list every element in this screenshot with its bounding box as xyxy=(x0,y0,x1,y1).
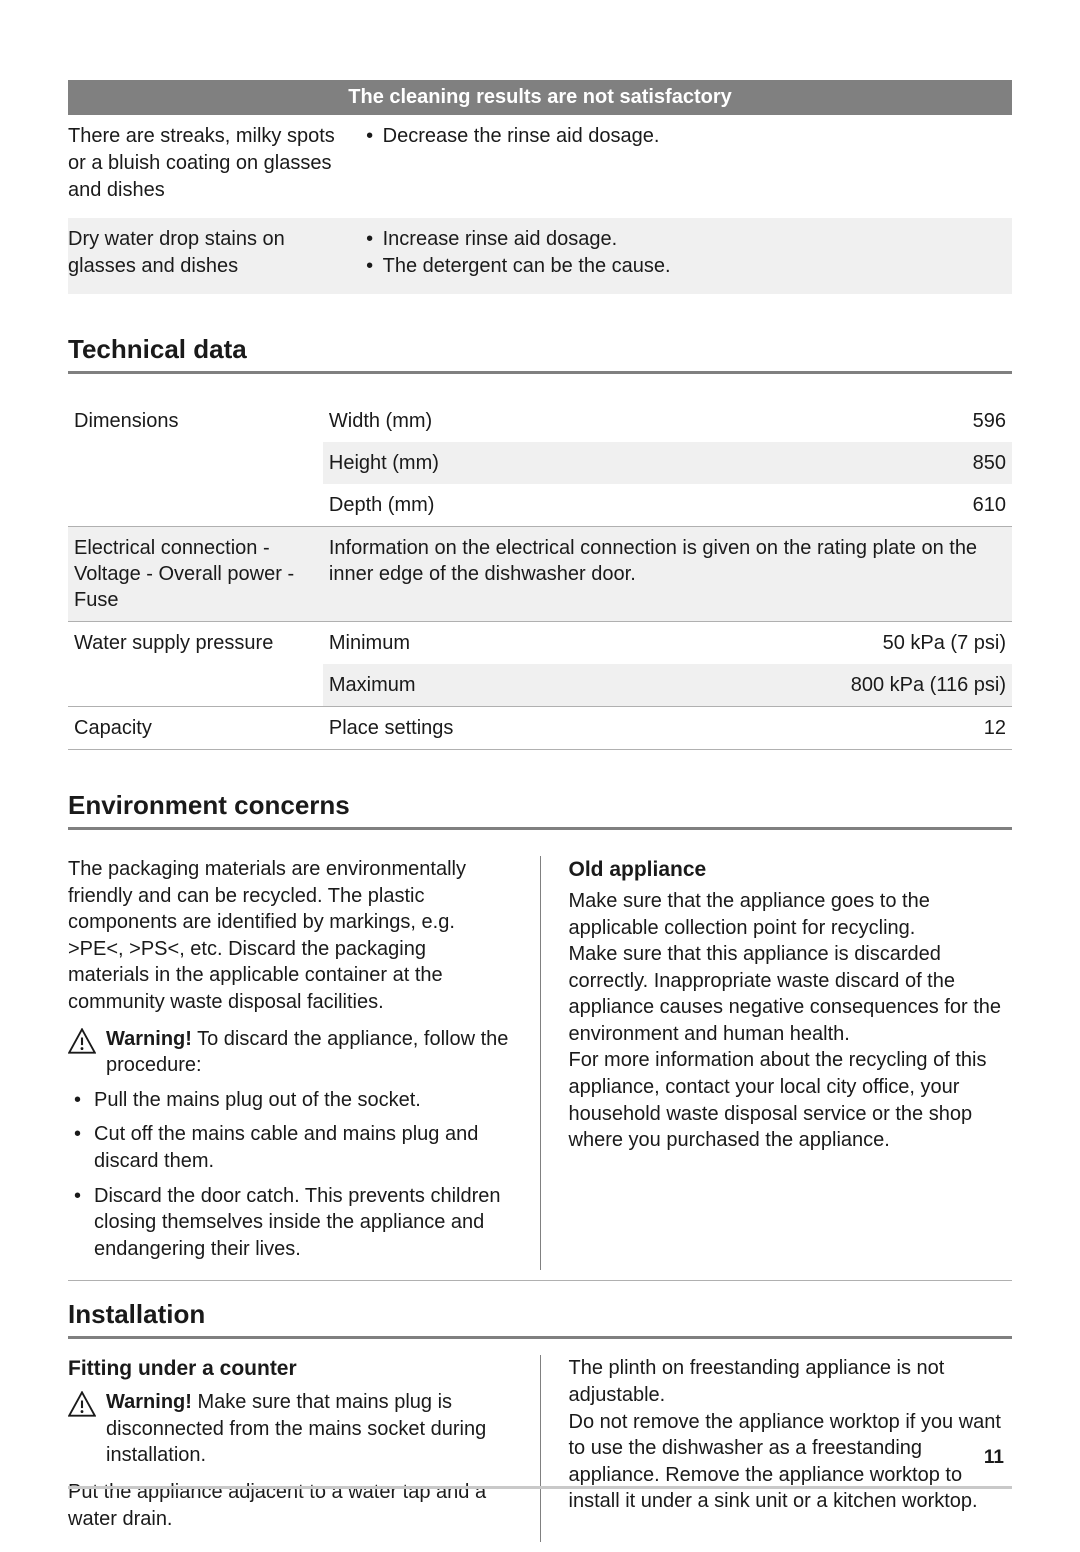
tech-value: 596 xyxy=(663,400,1012,442)
bottom-rule xyxy=(68,1486,1012,1489)
installation-heading: Installation xyxy=(68,1299,1012,1330)
table-row: Capacity Place settings 12 xyxy=(68,707,1012,750)
technical-table: Dimensions Width (mm) 596 Height (mm) 85… xyxy=(68,400,1012,750)
table-row: There are streaks, milky spots or a blui… xyxy=(68,115,1012,218)
warning-icon xyxy=(68,1028,96,1054)
tech-value: 50 kPa (7 psi) xyxy=(663,622,1012,665)
technical-heading: Technical data xyxy=(68,334,1012,365)
installation-right: The plinth on freestanding appliance is … xyxy=(569,1355,1013,1542)
solution-item: Increase rinse aid dosage. xyxy=(361,226,1002,253)
list-item: Discard the door catch. This prevents ch… xyxy=(68,1183,512,1263)
tech-value: 610 xyxy=(663,484,1012,527)
table-row: Dimensions Width (mm) 596 xyxy=(68,400,1012,442)
solution-item: Decrease the rinse aid dosage. xyxy=(361,123,1002,150)
tech-label: Water supply pressure xyxy=(68,622,323,707)
solution-item: The detergent can be the cause. xyxy=(361,253,1002,280)
list-item: Pull the mains plug out of the socket. xyxy=(68,1087,512,1114)
troubleshooting-table: The cleaning results are not satisfactor… xyxy=(68,80,1012,294)
tech-span: Information on the electrical connection… xyxy=(323,527,1012,622)
environment-heading: Environment concerns xyxy=(68,790,1012,821)
tech-param: Depth (mm) xyxy=(323,484,663,527)
tech-value: 12 xyxy=(663,707,1012,750)
tech-param: Height (mm) xyxy=(323,442,663,484)
tech-label: Capacity xyxy=(68,707,323,750)
tech-value: 800 kPa (116 psi) xyxy=(663,664,1012,707)
tech-label: Electrical connection - Voltage - Overal… xyxy=(68,527,323,622)
environment-left: The packaging materials are environmenta… xyxy=(68,856,512,1270)
old-appliance-heading: Old appliance xyxy=(569,856,1013,884)
env-intro: The packaging materials are environmenta… xyxy=(68,856,512,1016)
installation-left: Fitting under a counter Warning! Make su… xyxy=(68,1355,512,1542)
troubleshooting-header: The cleaning results are not satisfactor… xyxy=(68,80,1012,115)
solution-cell: Decrease the rinse aid dosage. xyxy=(361,115,1012,218)
solution-cell: Increase rinse aid dosage. The detergent… xyxy=(361,218,1012,294)
list-item: Cut off the mains cable and mains plug a… xyxy=(68,1121,512,1174)
tech-param: Width (mm) xyxy=(323,400,663,442)
column-divider xyxy=(540,856,541,1270)
tech-label: Dimensions xyxy=(68,400,323,527)
tech-param: Place settings xyxy=(323,707,663,750)
warning-block: Warning! Make sure that mains plug is di… xyxy=(68,1389,512,1469)
warning-text: Warning! To discard the appliance, follo… xyxy=(106,1026,512,1079)
warning-text: Warning! Make sure that mains plug is di… xyxy=(106,1389,512,1469)
tech-value: 850 xyxy=(663,442,1012,484)
tech-param: Minimum xyxy=(323,622,663,665)
section-rule xyxy=(68,827,1012,830)
table-row: Dry water drop stains on glasses and dis… xyxy=(68,218,1012,294)
problem-cell: Dry water drop stains on glasses and dis… xyxy=(68,218,361,294)
warning-icon xyxy=(68,1391,96,1417)
installation-columns: Fitting under a counter Warning! Make su… xyxy=(68,1355,1012,1552)
env-bullets: Pull the mains plug out of the socket. C… xyxy=(68,1087,512,1263)
old-appliance-body: Make sure that the appliance goes to the… xyxy=(569,888,1013,1154)
section-rule xyxy=(68,1336,1012,1339)
install-right-body: The plinth on freestanding appliance is … xyxy=(569,1355,1013,1515)
problem-cell: There are streaks, milky spots or a blui… xyxy=(68,115,361,218)
column-divider xyxy=(540,1355,541,1542)
tech-param: Maximum xyxy=(323,664,663,707)
warning-block: Warning! To discard the appliance, follo… xyxy=(68,1026,512,1079)
table-row: Electrical connection - Voltage - Overal… xyxy=(68,527,1012,622)
page-number: 11 xyxy=(984,1447,1004,1469)
table-row: Water supply pressure Minimum 50 kPa (7 … xyxy=(68,622,1012,665)
section-rule xyxy=(68,371,1012,374)
environment-right: Old appliance Make sure that the applian… xyxy=(569,856,1013,1270)
environment-columns: The packaging materials are environmenta… xyxy=(68,856,1012,1281)
fitting-heading: Fitting under a counter xyxy=(68,1355,512,1383)
